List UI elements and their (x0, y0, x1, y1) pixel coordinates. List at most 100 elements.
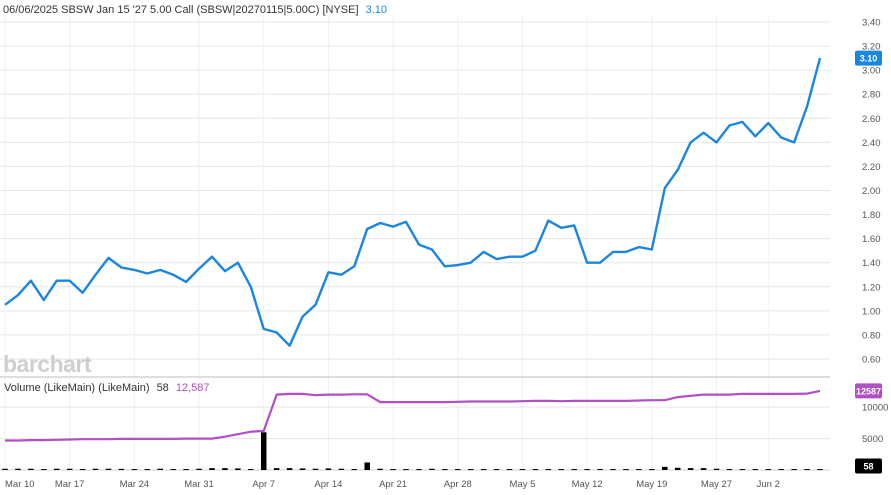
price-tick-label: 2.00 (862, 186, 881, 197)
price-axis: 3.40 3.20 3.00 2.80 2.60 2.40 2.20 2.00 1.80 1.60… (862, 18, 881, 366)
volume-bar (765, 469, 772, 471)
volume-bar (338, 468, 345, 470)
volume-bar (752, 469, 759, 471)
volume-bar (662, 466, 668, 470)
date-tick-label: Mar 10 (5, 479, 35, 490)
volume-bar (105, 468, 112, 470)
volume-bar (532, 469, 539, 471)
volume-bar (260, 432, 267, 470)
price-tick-label: 1.00 (862, 306, 881, 317)
volume-bar (209, 468, 215, 470)
volume-bar (170, 469, 176, 471)
date-tick-label: Apr 7 (252, 479, 275, 490)
price-last-badge-bg (855, 50, 882, 66)
date-tick-label: May 27 (701, 479, 732, 490)
volume-bar (390, 469, 396, 471)
volume-bars (2, 432, 823, 471)
volume-bar (157, 468, 163, 470)
volume-bar (2, 468, 8, 470)
volume-bar (739, 469, 746, 471)
date-tick-label: Apr 14 (314, 479, 342, 490)
volume-tick-label: 10000 (862, 403, 888, 414)
volume-bar (248, 469, 254, 471)
volume-bar (610, 469, 616, 471)
likemain-series-line (5, 389, 821, 442)
date-tick-label: May 12 (572, 479, 603, 490)
volume-bar (455, 469, 461, 471)
price-tick-label: 2.60 (862, 114, 881, 125)
barchart-logo: barchart (3, 351, 92, 377)
volume-bar (649, 469, 655, 471)
volume-bar (15, 468, 21, 470)
volume-header-value: 58 (157, 382, 169, 394)
date-tick-label: Mar 31 (184, 479, 214, 490)
volume-bar (222, 468, 228, 470)
volume-bar (377, 468, 383, 470)
header-last-value: 3.10 (366, 4, 387, 16)
price-tick-label: 1.80 (862, 210, 881, 221)
volume-last-badge: 58 (863, 462, 873, 472)
volume-bar (286, 468, 293, 470)
likemain-last-badge-bg (855, 383, 882, 399)
volume-bar (299, 468, 306, 470)
volume-bar (817, 469, 823, 471)
price-tick-label: 1.40 (862, 258, 881, 269)
volume-header: Volume (LikeMain) (LikeMain) 58 12,587 (4, 382, 210, 394)
volume-bar (519, 469, 526, 471)
volume-tick-label: 5000 (862, 434, 883, 445)
volume-bar (28, 468, 34, 470)
volume-bar (118, 468, 125, 470)
volume-bar (325, 468, 332, 470)
price-tick-label: 1.20 (862, 282, 881, 293)
price-last-badge: 3.10 (860, 54, 878, 64)
value-badges: 3.10 12587 58 (855, 50, 882, 474)
likemain-last-badge: 12587 (856, 386, 881, 396)
volume-bar (687, 468, 694, 470)
volume-bar (558, 469, 565, 471)
date-tick-label: Mar 17 (55, 479, 85, 490)
volume-bar (804, 469, 810, 471)
date-tick-label: May 5 (510, 479, 536, 490)
volume-bar (700, 468, 707, 470)
date-tick-label: May 19 (636, 479, 667, 490)
volume-bar (506, 469, 513, 471)
date-tick-label: Apr 21 (379, 479, 407, 490)
likemain-header-value: 12,587 (176, 382, 210, 394)
volume-bar (312, 468, 319, 470)
price-tick-label: 2.40 (862, 138, 881, 149)
price-tick-label: 1.60 (862, 234, 881, 245)
volume-bar (636, 469, 642, 471)
volume-bar (545, 469, 552, 471)
price-grid (0, 16, 830, 470)
volume-bar (726, 469, 733, 471)
volume-bar (584, 469, 590, 471)
volume-bar (791, 469, 797, 471)
volume-bar (196, 468, 202, 470)
price-series-line (4, 57, 822, 347)
volume-bar (442, 469, 448, 471)
volume-bar (92, 468, 99, 470)
date-axis: Mar 10 Mar 17 Mar 24 Mar 31 Apr 7 Apr 14 Apr 2… (5, 479, 780, 490)
volume-bar (713, 468, 720, 470)
volume-bar (131, 469, 138, 471)
volume-bar (273, 468, 280, 470)
price-tick-label: 0.80 (862, 330, 881, 341)
volume-bar (493, 469, 500, 471)
volume-bar (79, 469, 86, 471)
volume-bar (778, 469, 784, 471)
volume-bar (429, 468, 435, 470)
volume-bar (403, 469, 409, 471)
volume-bar (66, 468, 73, 470)
volume-bar (467, 469, 474, 471)
volume-bar (480, 469, 487, 471)
date-tick-label: Mar 24 (120, 479, 150, 490)
date-tick-label: Apr 28 (444, 479, 472, 490)
volume-bar (571, 469, 577, 471)
volume-bar (144, 469, 151, 471)
price-tick-label: 3.00 (862, 66, 881, 77)
price-tick-label: 0.60 (862, 354, 881, 365)
volume-bar (597, 469, 603, 471)
price-tick-label: 2.80 (862, 90, 881, 101)
volume-bar (53, 468, 60, 470)
